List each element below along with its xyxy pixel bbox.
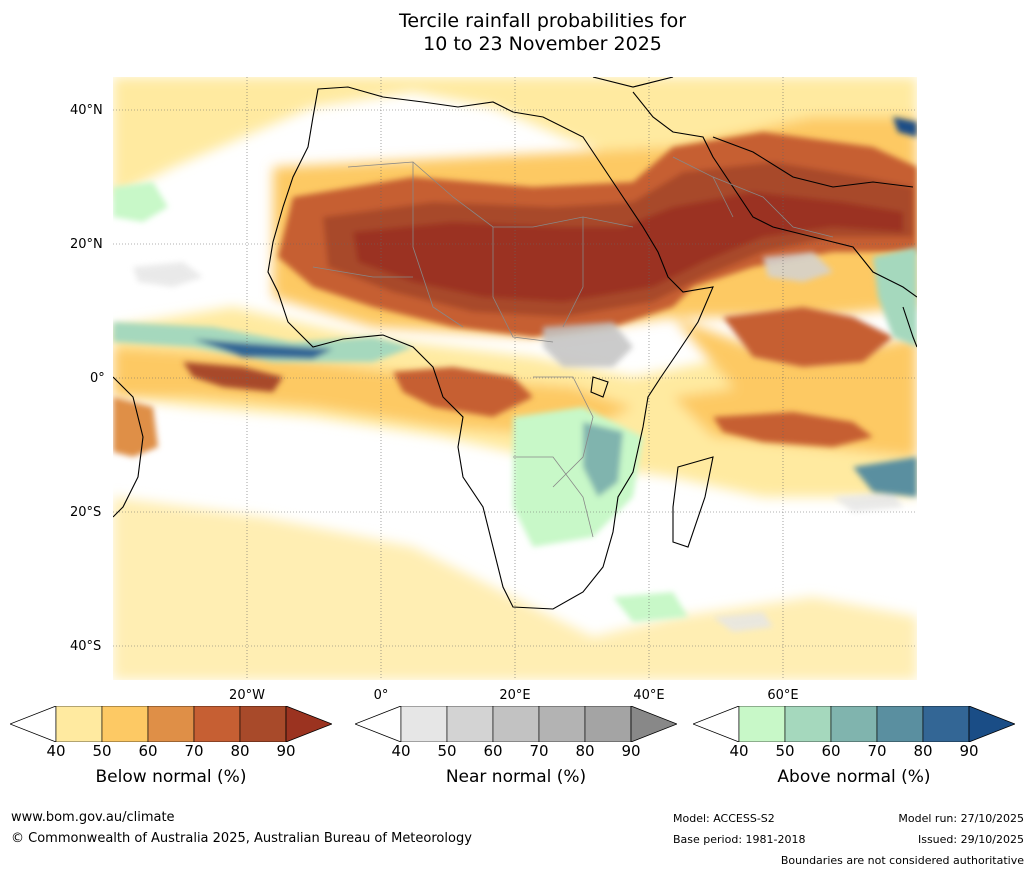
map-title: Tercile rainfall probabilities for 10 to…	[0, 10, 1035, 56]
colorbar-segment	[239, 706, 287, 742]
colorbar-segment	[584, 706, 632, 742]
colorbar-max-extension	[630, 706, 677, 742]
colorbar-tick-label: 60	[138, 742, 158, 760]
graticule	[113, 77, 917, 680]
rainfall-probability-map	[113, 77, 917, 680]
boundaries-disclaimer: Boundaries are not considered authoritat…	[780, 854, 1024, 867]
title-line-2: 10 to 23 November 2025	[423, 33, 662, 55]
colorbar-min-extension	[355, 706, 402, 742]
colorbar-segment	[492, 706, 540, 742]
lat-label-equator: 0°	[90, 371, 105, 386]
colorbar-tick-label: 50	[775, 742, 795, 760]
colorbar-tick-label: 80	[913, 742, 933, 760]
colorbar-segment	[538, 706, 586, 742]
lat-label-40n: 40°N	[70, 103, 103, 118]
title-line-1: Tercile rainfall probabilities for	[398, 10, 687, 32]
colorbar-segment	[193, 706, 241, 742]
colorbar-max-extension	[968, 706, 1015, 742]
colorbar-min-extension	[10, 706, 57, 742]
issued-date: Issued: 29/10/2025	[917, 833, 1024, 846]
colorbar-segment	[784, 706, 832, 742]
lat-label-20n: 20°N	[70, 237, 103, 252]
lat-label-40s: 40°S	[70, 639, 102, 654]
colorbar-tick-label: 90	[959, 742, 979, 760]
colorbar-tick-label: 80	[575, 742, 595, 760]
colorbar-segment	[738, 706, 786, 742]
colorbar-tick-label: 50	[92, 742, 112, 760]
colorbar-tick-label: 90	[621, 742, 641, 760]
colorbar-tick-label: 40	[46, 742, 66, 760]
lat-label-20s: 20°S	[70, 505, 102, 520]
above-normal-title: Above normal (%)	[777, 767, 931, 787]
lon-label-20e: 20°E	[499, 688, 531, 703]
colorbar-tick-label: 80	[230, 742, 250, 760]
colorbar-tick-label: 70	[529, 742, 549, 760]
colorbar-segment	[922, 706, 970, 742]
lon-label-20w: 20°W	[229, 688, 265, 703]
below-normal-title: Below normal (%)	[95, 767, 247, 787]
colorbar-tick-label: 60	[821, 742, 841, 760]
colorbar-tick-label: 70	[867, 742, 887, 760]
colorbar-segment	[830, 706, 878, 742]
near-normal-title: Near normal (%)	[445, 767, 587, 787]
lon-label-0: 0°	[373, 688, 389, 703]
model-name: Model: ACCESS-S2	[673, 812, 775, 825]
base-period: Base period: 1981-2018	[673, 833, 806, 846]
above-normal-shading	[113, 117, 917, 622]
colorbar-tick-label: 60	[483, 742, 503, 760]
colorbar-tick-label: 50	[437, 742, 457, 760]
colorbar-segment	[101, 706, 149, 742]
colorbar-segment	[876, 706, 924, 742]
colorbar-segment	[446, 706, 494, 742]
colorbar-tick-label: 40	[729, 742, 749, 760]
website-link[interactable]: www.bom.gov.au/climate	[11, 810, 175, 825]
colorbar-segment	[147, 706, 195, 742]
copyright-text: © Commonwealth of Australia 2025, Austra…	[11, 831, 472, 846]
model-run: Model run: 27/10/2025	[898, 812, 1024, 825]
colorbar-tick-label: 70	[184, 742, 204, 760]
near-normal-shading	[133, 252, 903, 632]
above-normal-colorbar	[693, 706, 1015, 742]
colorbar-min-extension	[693, 706, 740, 742]
country-borders	[312, 156, 834, 538]
colorbar-max-extension	[285, 706, 332, 742]
near-normal-colorbar	[355, 706, 677, 742]
coastlines	[113, 77, 917, 610]
lon-label-40e: 40°E	[633, 688, 665, 703]
lon-label-60e: 60°E	[767, 688, 799, 703]
colorbar-tick-label: 90	[276, 742, 296, 760]
colorbar-segment	[55, 706, 103, 742]
below-normal-colorbar	[10, 706, 332, 742]
colorbar-segment	[400, 706, 448, 742]
colorbar-tick-label: 40	[391, 742, 411, 760]
